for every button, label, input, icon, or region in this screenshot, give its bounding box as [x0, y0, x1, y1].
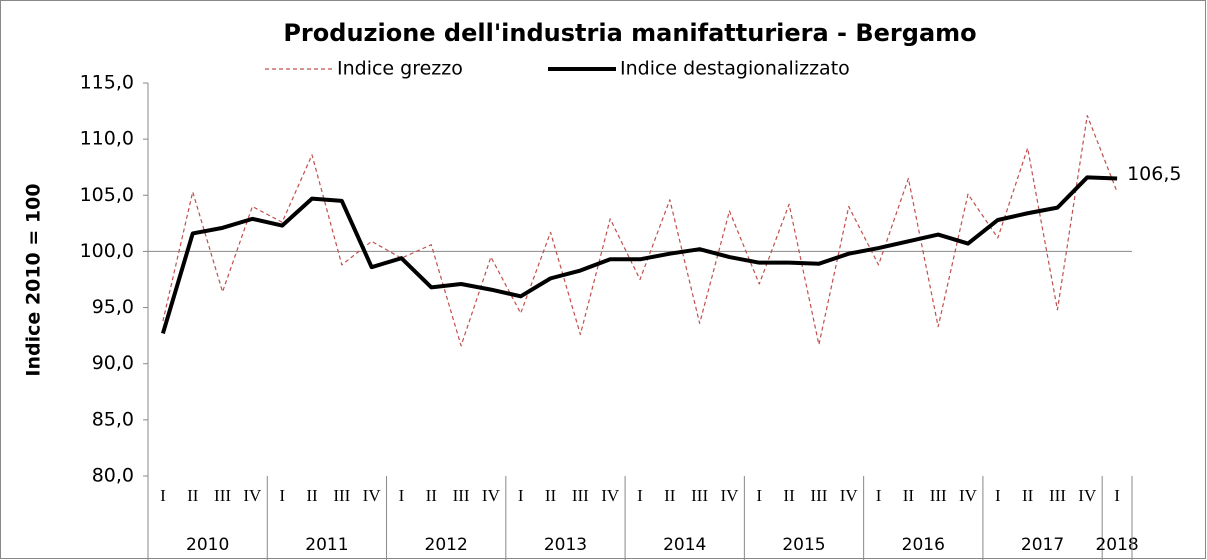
x-tick-label: I	[1114, 486, 1120, 505]
x-tick-label: II	[306, 486, 318, 505]
x-group-label: 2017	[1021, 535, 1064, 555]
x-tick-label: I	[160, 486, 166, 505]
x-tick-label: IV	[601, 486, 620, 505]
x-tick-label: I	[756, 486, 762, 505]
x-tick-label: IV	[720, 486, 739, 505]
x-tick-label: II	[783, 486, 795, 505]
y-tick-label: 85,0	[92, 408, 134, 430]
x-group-label: 2015	[782, 535, 825, 555]
x-tick-label: IV	[1078, 486, 1097, 505]
y-axis-label: Indice 2010 = 100	[23, 183, 45, 376]
y-tick-label: 100,0	[80, 240, 134, 262]
x-tick-label: I	[279, 486, 285, 505]
x-group-label: 2014	[663, 535, 706, 555]
x-tick-label: III	[691, 486, 708, 505]
x-tick-label: III	[333, 486, 350, 505]
x-tick-label: I	[876, 486, 882, 505]
x-tick-label: I	[518, 486, 524, 505]
x-tick-label: III	[1049, 486, 1066, 505]
x-tick-label: IV	[840, 486, 859, 505]
x-tick-label: II	[545, 486, 557, 505]
x-group-label: 2018	[1095, 535, 1138, 555]
legend-label: Indice grezzo	[337, 58, 463, 80]
x-group-label: 2011	[305, 535, 348, 555]
x-tick-label: III	[930, 486, 947, 505]
y-tick-label: 95,0	[92, 296, 134, 318]
x-group-label: 2010	[186, 535, 229, 555]
data-label: 106,5	[1127, 163, 1181, 185]
y-tick-label: 105,0	[80, 184, 134, 206]
x-tick-label: I	[399, 486, 405, 505]
x-tick-label: II	[426, 486, 438, 505]
x-tick-label: I	[637, 486, 643, 505]
line-series	[162, 114, 1118, 347]
x-tick-label: II	[903, 486, 915, 505]
x-tick-label: III	[572, 486, 589, 505]
y-tick-label: 80,0	[92, 465, 134, 487]
x-tick-label: IV	[243, 486, 262, 505]
x-tick-label: III	[453, 486, 470, 505]
y-tick-label: 90,0	[92, 352, 134, 374]
x-tick-label: II	[664, 486, 676, 505]
x-group-label: 2016	[902, 535, 945, 555]
x-tick-label: IV	[482, 486, 501, 505]
x-tick-label: IV	[959, 486, 978, 505]
x-tick-label: III	[214, 486, 231, 505]
x-tick-label: I	[995, 486, 1001, 505]
line-series	[160, 175, 1118, 334]
x-group-label: 2012	[425, 535, 468, 555]
chart-title: Produzione dell'industria manifatturiera…	[283, 19, 976, 47]
x-tick-label: III	[810, 486, 827, 505]
y-tick-label: 115,0	[80, 72, 134, 94]
x-tick-label: II	[1022, 486, 1034, 505]
x-tick-label: IV	[363, 486, 382, 505]
y-tick-label: 110,0	[80, 128, 134, 150]
x-group-label: 2013	[544, 535, 587, 555]
legend-label: Indice destagionalizzato	[620, 58, 850, 80]
x-tick-label: II	[187, 486, 199, 505]
